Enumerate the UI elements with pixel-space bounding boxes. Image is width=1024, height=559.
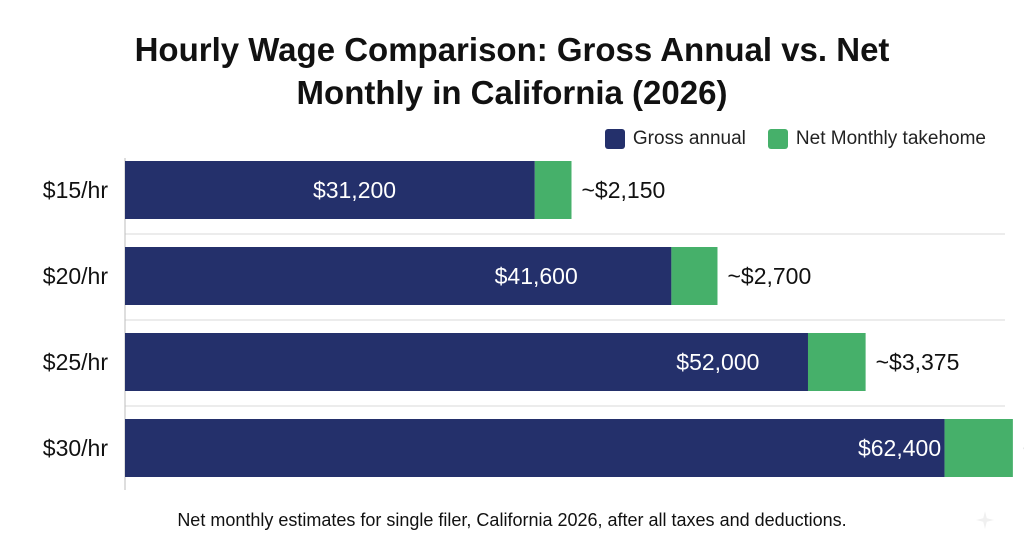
legend-swatch-net — [767, 129, 788, 149]
data-label-net: ~$2,700 — [727, 263, 811, 289]
sparkle-watermark-icon — [976, 511, 994, 529]
bar-net — [944, 419, 1013, 477]
data-label-net: ~$2,150 — [582, 177, 666, 203]
legend-label-net: Net Monthly takehome — [795, 128, 986, 149]
bar-net — [671, 247, 718, 305]
bar-gross — [125, 333, 808, 391]
data-label-gross: $52,000 — [676, 349, 759, 375]
bar-gross — [125, 247, 672, 305]
y-tick-label: $30/hr — [43, 435, 109, 461]
data-label-net: ~$4,000 — [1023, 435, 1024, 461]
bar-net — [534, 161, 572, 219]
legend-label-gross: Gross annual — [632, 128, 746, 149]
data-label-gross: $41,600 — [495, 263, 578, 289]
bar-gross — [125, 419, 945, 477]
chart-legend: Gross annual Net Monthly takehome — [583, 128, 986, 150]
data-label-gross: $31,200 — [313, 177, 396, 203]
chart-title-line-2: Monthly in California (2026) — [296, 74, 728, 111]
chart-footnote: Net monthly estimates for single filer, … — [177, 510, 847, 530]
data-label-net: ~$3,375 — [876, 349, 960, 375]
y-tick-label: $15/hr — [43, 177, 109, 203]
bar-net — [807, 333, 866, 391]
chart-title-line-1: Hourly Wage Comparison: Gross Annual vs.… — [134, 31, 890, 68]
data-label-gross: $62,400 — [858, 435, 941, 461]
legend-item-gross: Gross annual — [604, 128, 746, 150]
bar-gross — [125, 161, 535, 219]
legend-swatch-gross — [604, 129, 625, 149]
legend-item-net: Net Monthly takehome — [767, 128, 986, 150]
y-tick-label: $25/hr — [43, 349, 109, 375]
chart-title: Hourly Wage Comparison: Gross Annual vs.… — [60, 28, 964, 114]
y-tick-label: $20/hr — [43, 263, 109, 289]
